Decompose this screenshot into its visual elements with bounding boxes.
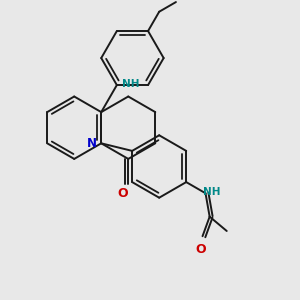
Text: NH: NH xyxy=(203,187,221,197)
Text: NH: NH xyxy=(122,79,140,89)
Text: O: O xyxy=(118,187,128,200)
Text: O: O xyxy=(196,243,206,256)
Text: N: N xyxy=(87,137,97,150)
